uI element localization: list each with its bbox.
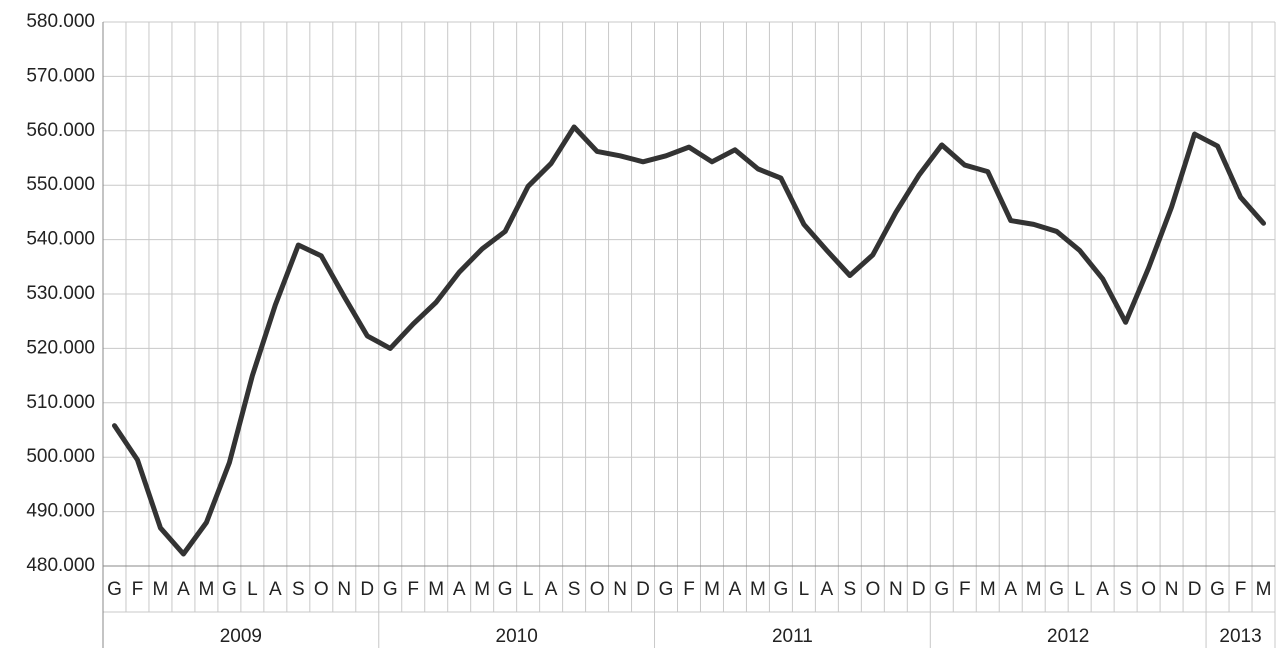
x-tick-label: G [659,579,674,600]
x-tick-label: M [474,579,490,600]
x-tick-label: O [865,579,880,600]
x-tick-label: S [1119,579,1132,600]
group-label: 2010 [496,626,538,647]
x-tick-label: A [1096,579,1109,600]
x-tick-label: S [844,579,857,600]
x-tick-label: M [198,579,214,600]
x-tick-label: G [1210,579,1225,600]
x-tick-label: L [247,579,258,600]
x-tick-label: A [1004,579,1017,600]
x-tick-label: N [889,579,903,600]
x-tick-label: M [750,579,766,600]
data-line [111,124,1267,557]
group-label: 2011 [772,626,813,647]
x-tick-label: G [383,579,398,600]
x-tick-label: A [453,579,466,600]
group-label: 2013 [1219,626,1261,647]
x-tick-label: F [683,579,695,600]
x-tick-label: A [177,579,190,600]
x-tick-label: M [1026,579,1042,600]
x-tick-label: S [292,579,305,600]
x-tick-label: L [523,579,534,600]
x-tick-label: F [132,579,144,600]
x-tick-label: D [636,579,650,600]
y-tick-label: 560.000 [26,120,95,141]
x-tick-label: N [613,579,627,600]
x-tick-label: F [959,579,971,600]
y-tick-label: 490.000 [26,501,95,522]
x-tick-label: O [1141,579,1156,600]
y-tick-label: 550.000 [26,174,95,195]
x-tick-label: F [407,579,419,600]
x-tick-label: D [912,579,926,600]
x-tick-label: G [222,579,237,600]
x-tick-label: G [1049,579,1064,600]
x-tick-label: N [1165,579,1179,600]
x-tick-label: O [314,579,329,600]
y-tick-label: 480.000 [26,555,95,576]
x-tick-label: A [545,579,558,600]
group-label: 2012 [1047,626,1089,647]
y-tick-label: 570.000 [26,65,95,86]
x-tick-label: A [821,579,834,600]
y-tick-label: 510.000 [26,392,95,413]
x-tick-label: S [568,579,581,600]
x-tick-label: M [1256,579,1272,600]
x-tick-label: M [428,579,444,600]
x-tick-label: G [498,579,513,600]
x-tick-label: L [1074,579,1085,600]
x-tick-label: F [1235,579,1247,600]
x-tick-label: O [590,579,605,600]
x-tick-label: D [360,579,374,600]
y-tick-label: 530.000 [26,283,95,304]
x-tick-label: M [980,579,996,600]
x-tick-label: D [1188,579,1202,600]
y-tick-label: 520.000 [26,337,95,358]
x-tick-label: A [269,579,282,600]
x-tick-label: M [153,579,169,600]
x-tick-label: N [337,579,351,600]
x-tick-label: G [107,579,122,600]
group-label: 2009 [220,626,262,647]
x-tick-label: L [799,579,810,600]
x-tick-label: G [934,579,949,600]
x-tick-label: G [774,579,789,600]
y-tick-label: 540.000 [26,229,95,250]
x-tick-label: A [729,579,742,600]
x-tick-label: M [704,579,720,600]
y-tick-label: 500.000 [26,446,95,467]
y-tick-label: 580.000 [26,11,95,32]
